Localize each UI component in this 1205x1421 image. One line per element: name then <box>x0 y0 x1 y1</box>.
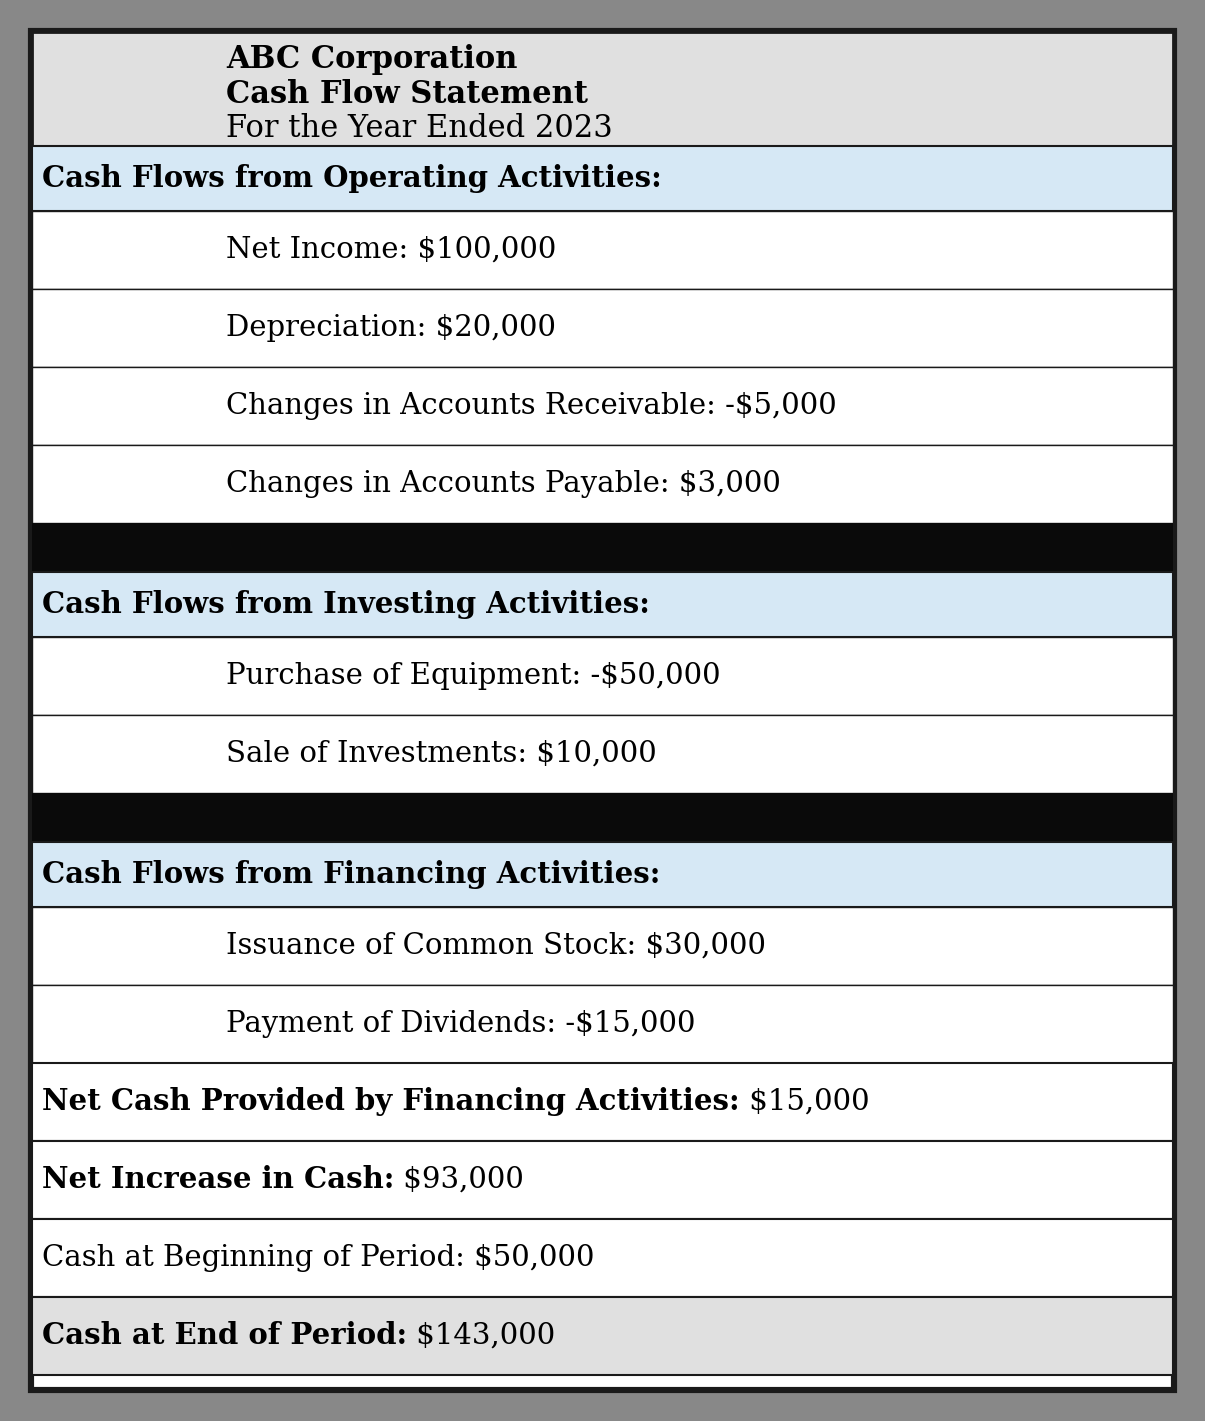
Text: $143,000: $143,000 <box>407 1322 556 1350</box>
Bar <box>33 1141 1172 1219</box>
Bar <box>33 288 1172 367</box>
Text: ABC Corporation: ABC Corporation <box>227 44 517 75</box>
Bar <box>33 637 1172 715</box>
Text: Net Increase in Cash:: Net Increase in Cash: <box>42 1165 394 1195</box>
Bar <box>33 843 1172 907</box>
Text: Cash Flows from Investing Activities:: Cash Flows from Investing Activities: <box>42 590 649 620</box>
Bar <box>33 1063 1172 1141</box>
Text: $93,000: $93,000 <box>394 1167 524 1194</box>
Bar <box>33 1297 1172 1376</box>
Text: Net Cash Provided by Financing Activities:: Net Cash Provided by Financing Activitie… <box>42 1087 740 1117</box>
Bar <box>33 445 1172 523</box>
Text: For the Year Ended 2023: For the Year Ended 2023 <box>227 114 612 144</box>
Text: Cash Flows from Operating Activities:: Cash Flows from Operating Activities: <box>42 163 662 193</box>
Text: $15,000: $15,000 <box>740 1088 869 1115</box>
Bar <box>33 573 1172 637</box>
Bar <box>33 33 1172 146</box>
Text: Purchase of Equipment: -$50,000: Purchase of Equipment: -$50,000 <box>227 662 721 691</box>
Text: Net Income: $100,000: Net Income: $100,000 <box>227 236 557 264</box>
Text: Cash at End of Period:: Cash at End of Period: <box>42 1322 407 1350</box>
Bar <box>33 1219 1172 1297</box>
Bar <box>33 146 1172 210</box>
Bar <box>33 907 1172 985</box>
Bar <box>33 523 1172 573</box>
Text: Sale of Investments: $10,000: Sale of Investments: $10,000 <box>227 740 657 767</box>
Bar <box>33 985 1172 1063</box>
Text: Issuance of Common Stock: $30,000: Issuance of Common Stock: $30,000 <box>227 932 766 961</box>
Text: Depreciation: $20,000: Depreciation: $20,000 <box>227 314 556 342</box>
Text: Payment of Dividends: -$15,000: Payment of Dividends: -$15,000 <box>227 1010 695 1037</box>
Text: Changes in Accounts Payable: $3,000: Changes in Accounts Payable: $3,000 <box>227 470 781 497</box>
Text: Cash Flows from Financing Activities:: Cash Flows from Financing Activities: <box>42 860 660 890</box>
Text: Changes in Accounts Receivable: -$5,000: Changes in Accounts Receivable: -$5,000 <box>227 392 836 421</box>
Bar <box>33 793 1172 843</box>
Bar <box>33 367 1172 445</box>
Bar <box>33 715 1172 793</box>
Text: Cash at Beginning of Period: $50,000: Cash at Beginning of Period: $50,000 <box>42 1243 594 1272</box>
Text: Cash Flow Statement: Cash Flow Statement <box>227 78 588 109</box>
Bar <box>33 210 1172 288</box>
